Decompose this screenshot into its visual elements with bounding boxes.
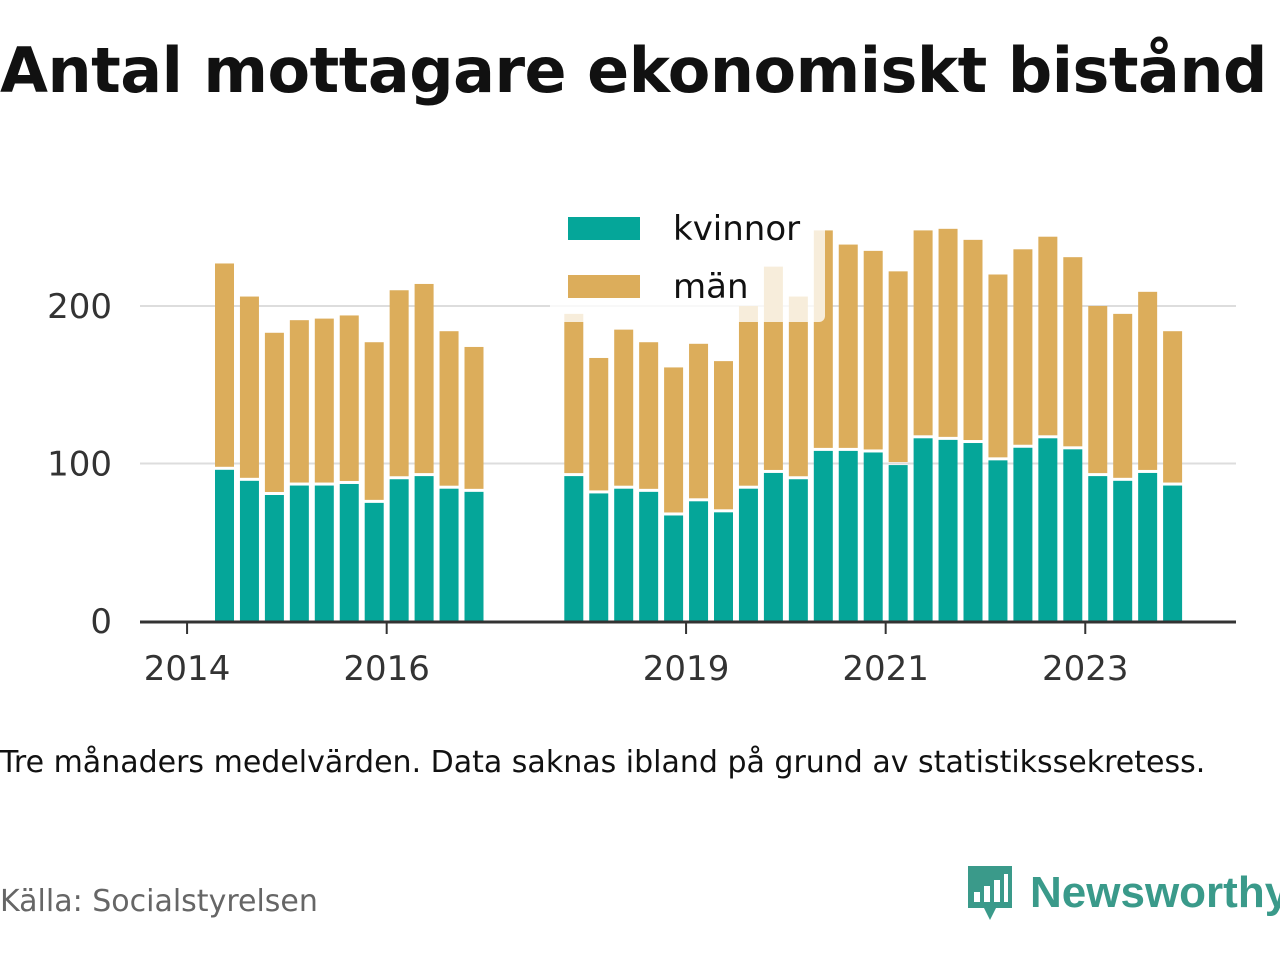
newsworthy-logo-icon <box>968 866 1012 920</box>
bar-kvinnor-2021-Q1 <box>888 465 908 621</box>
bar-man-2020-Q1 <box>788 296 808 477</box>
bar-man-2017-Q4 <box>564 313 584 474</box>
x-axis-ticks: 2014 2016 2019 2021 2023 <box>144 649 1129 689</box>
y-tick-label-200: 200 <box>47 287 112 327</box>
bar-kvinnor-2018-Q2 <box>614 488 634 621</box>
bar-kvinnor-2021-Q3 <box>938 439 958 621</box>
bar-kvinnor-2018-Q1 <box>589 493 609 621</box>
bar-kvinnor-2022-Q3 <box>1038 438 1058 621</box>
bar-man-2020-Q4 <box>863 250 883 450</box>
bar-kvinnor-2023-Q1 <box>1088 476 1108 621</box>
bar-man-2014-Q3 <box>239 296 259 478</box>
bar-man-2022-Q3 <box>1038 236 1058 436</box>
brand-name: Newsworthy <box>1030 868 1280 917</box>
bar-man-2023-Q4 <box>1163 331 1183 483</box>
bars <box>215 228 1183 621</box>
bar-man-2016-Q4 <box>464 346 484 489</box>
bar-man-2023-Q1 <box>1088 306 1108 474</box>
bar-man-2022-Q1 <box>988 274 1008 458</box>
bar-man-2016-Q1 <box>389 290 409 477</box>
bar-kvinnor-2014-Q3 <box>239 480 259 621</box>
bar-kvinnor-2020-Q3 <box>838 450 858 621</box>
bar-man-2022-Q2 <box>1013 249 1033 445</box>
bar-man-2015-Q1 <box>289 320 309 483</box>
source-credit: Källa: Socialstyrelsen <box>0 884 318 919</box>
bar-man-2020-Q3 <box>838 244 858 448</box>
x-tick-label-2016: 2016 <box>343 649 430 689</box>
bar-man-2014-Q2 <box>215 263 234 467</box>
bar-man-2016-Q2 <box>414 283 434 474</box>
bar-kvinnor-2016-Q3 <box>439 488 459 621</box>
bar-man-2014-Q4 <box>264 332 284 492</box>
bar-man-2019-Q2 <box>714 361 733 510</box>
bar-man-2021-Q3 <box>938 228 958 437</box>
bar-kvinnor-2020-Q1 <box>788 479 808 621</box>
legend-swatch-1 <box>568 275 640 298</box>
bar-kvinnor-2022-Q4 <box>1063 449 1083 621</box>
bar-man-2018-Q1 <box>589 357 609 491</box>
legend: kvinnor män <box>550 198 825 322</box>
legend-swatch-0 <box>568 217 640 240</box>
bar-kvinnor-2023-Q2 <box>1113 480 1133 621</box>
bar-kvinnor-2020-Q4 <box>863 452 883 621</box>
bar-kvinnor-2022-Q1 <box>988 460 1008 621</box>
bar-man-2015-Q3 <box>339 315 359 481</box>
x-tick-label-2023: 2023 <box>1042 649 1129 689</box>
bar-kvinnor-2015-Q3 <box>339 483 359 621</box>
bar-man-2021-Q1 <box>888 271 908 463</box>
bar-kvinnor-2019-Q1 <box>689 501 709 621</box>
bar-kvinnor-2019-Q2 <box>714 512 733 621</box>
bar-kvinnor-2015-Q4 <box>364 502 384 621</box>
bar-kvinnor-2023-Q4 <box>1163 485 1183 621</box>
bar-kvinnor-2021-Q2 <box>913 438 933 621</box>
chart-title: Antal mottagare ekonomiskt bistånd <box>0 34 1267 107</box>
y-axis-ticks: 0 100 200 <box>47 287 112 642</box>
bar-man-2022-Q4 <box>1063 257 1083 447</box>
bar-man-2023-Q3 <box>1138 291 1158 470</box>
bar-man-2018-Q3 <box>639 342 659 489</box>
bar-man-2019-Q1 <box>689 343 709 499</box>
bar-kvinnor-2017-Q4 <box>564 476 584 621</box>
bar-man-2018-Q2 <box>614 329 634 486</box>
bar-kvinnor-2020-Q2 <box>813 450 833 621</box>
bar-kvinnor-2018-Q3 <box>639 491 659 621</box>
bar-kvinnor-2016-Q1 <box>389 479 409 621</box>
bar-man-2023-Q2 <box>1113 313 1133 478</box>
bar-kvinnor-2022-Q2 <box>1013 447 1033 621</box>
bar-kvinnor-2016-Q4 <box>464 491 484 621</box>
bar-man-2016-Q3 <box>439 331 459 486</box>
bar-man-2021-Q4 <box>963 239 983 441</box>
bar-kvinnor-2018-Q4 <box>664 515 684 621</box>
chart-note: Tre månaders medelvärden. Data saknas ib… <box>0 745 1206 780</box>
x-tick-label-2014: 2014 <box>144 649 231 689</box>
bar-kvinnor-2023-Q3 <box>1138 472 1158 621</box>
bar-kvinnor-2019-Q3 <box>738 488 758 621</box>
x-axis <box>140 620 1236 634</box>
x-tick-label-2021: 2021 <box>842 649 929 689</box>
bar-kvinnor-2014-Q2 <box>215 469 234 621</box>
bar-kvinnor-2014-Q4 <box>264 495 284 621</box>
bar-man-2015-Q2 <box>314 318 334 483</box>
x-tick-label-2019: 2019 <box>643 649 730 689</box>
bar-kvinnor-2015-Q1 <box>289 485 309 621</box>
bar-man-2015-Q4 <box>364 342 384 500</box>
legend-label-1: män <box>673 267 749 307</box>
legend-label-0: kvinnor <box>673 209 800 249</box>
bar-man-2019-Q3 <box>738 306 758 486</box>
bar-kvinnor-2019-Q4 <box>763 472 783 621</box>
bar-kvinnor-2015-Q2 <box>314 485 334 621</box>
stacked-bar-chart: 0 100 200 2014 2016 2019 2021 2023 kvinnor män <box>47 198 1236 689</box>
bar-kvinnor-2021-Q4 <box>963 443 983 621</box>
y-tick-label-0: 0 <box>90 602 112 642</box>
bar-kvinnor-2016-Q2 <box>414 476 434 621</box>
bar-man-2021-Q2 <box>913 230 933 436</box>
brand-logo: Newsworthy <box>964 862 1280 924</box>
bar-man-2018-Q4 <box>664 367 684 513</box>
y-tick-label-100: 100 <box>47 445 112 485</box>
